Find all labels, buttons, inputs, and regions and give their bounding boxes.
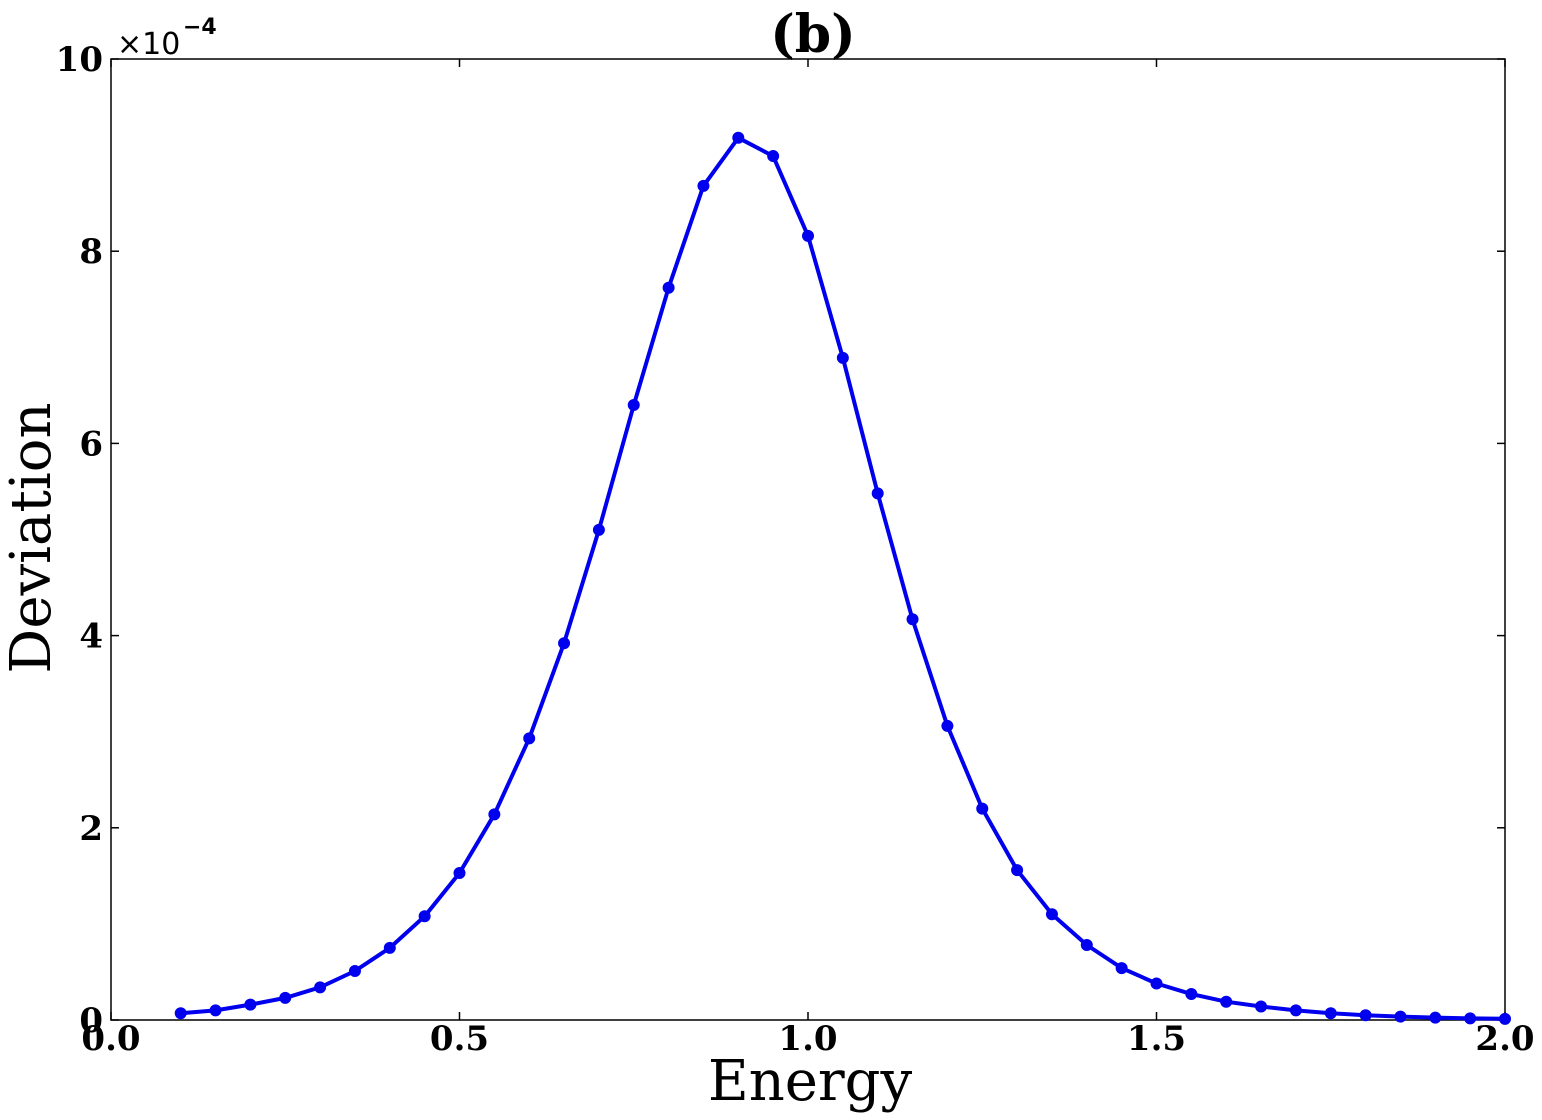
- y-tick-label: 0: [79, 1001, 103, 1041]
- x-tick-label: 2.0: [1475, 1019, 1534, 1059]
- data-point: [592, 523, 605, 536]
- data-point: [767, 150, 780, 163]
- axis-tick-labels: 0.0 0.5 1.0 1.5 2.0 0 2 4 6 8 10: [56, 40, 1535, 1059]
- x-tick-label: 0.5: [430, 1019, 489, 1059]
- y-tick-label: 8: [79, 232, 103, 272]
- data-point: [906, 613, 919, 626]
- y-offset-text: ×10: [117, 27, 180, 62]
- data-point: [1499, 1012, 1511, 1025]
- data-point: [209, 1004, 222, 1017]
- data-point: [383, 941, 396, 954]
- data-point: [1045, 908, 1058, 921]
- data-point: [1220, 995, 1233, 1008]
- y-tick-label: 6: [79, 424, 103, 464]
- data-point: [488, 808, 501, 821]
- data-point: [1324, 1007, 1337, 1020]
- data-point: [1185, 988, 1198, 1001]
- data-point: [1359, 1009, 1372, 1022]
- data-point: [836, 351, 849, 364]
- data-point: [1011, 864, 1024, 877]
- data-point: [697, 179, 710, 192]
- data-point: [802, 229, 814, 242]
- data-point: [453, 866, 466, 879]
- data-point: [732, 131, 745, 144]
- x-axis-label: Energy: [708, 1049, 913, 1114]
- data-point: [1429, 1011, 1442, 1024]
- data-point: [1150, 977, 1163, 990]
- data-point: [523, 732, 536, 745]
- data-point: [348, 964, 361, 977]
- data-point: [662, 281, 675, 294]
- data-point: [1289, 1004, 1302, 1017]
- data-point: [174, 1007, 187, 1020]
- x-tick-label: 1.0: [778, 1019, 837, 1059]
- y-axis-label: Deviation: [0, 402, 64, 673]
- data-point: [627, 398, 640, 411]
- y-tick-label: 4: [79, 617, 103, 657]
- data-point: [418, 910, 431, 923]
- y-tick-label: 10: [56, 40, 103, 80]
- data-point: [871, 487, 884, 500]
- y-offset-exponent: −4: [183, 15, 217, 40]
- plot-area: [110, 58, 1506, 1021]
- data-point: [941, 719, 954, 732]
- data-point: [244, 998, 257, 1011]
- data-point: [1080, 939, 1093, 952]
- y-tick-label: 2: [79, 809, 103, 849]
- data-point: [279, 991, 292, 1004]
- data-point: [976, 802, 989, 815]
- x-tick-label: 0.0: [81, 1019, 140, 1059]
- data-point: [1464, 1012, 1477, 1025]
- x-tick-label: 1.5: [1127, 1019, 1186, 1059]
- data-point: [1394, 1010, 1407, 1023]
- data-point: [558, 637, 571, 650]
- chart-title: (b): [770, 4, 856, 65]
- data-point: [1255, 1000, 1268, 1013]
- series-markers: [174, 131, 1511, 1025]
- data-point: [1115, 962, 1128, 975]
- data-point: [314, 981, 327, 994]
